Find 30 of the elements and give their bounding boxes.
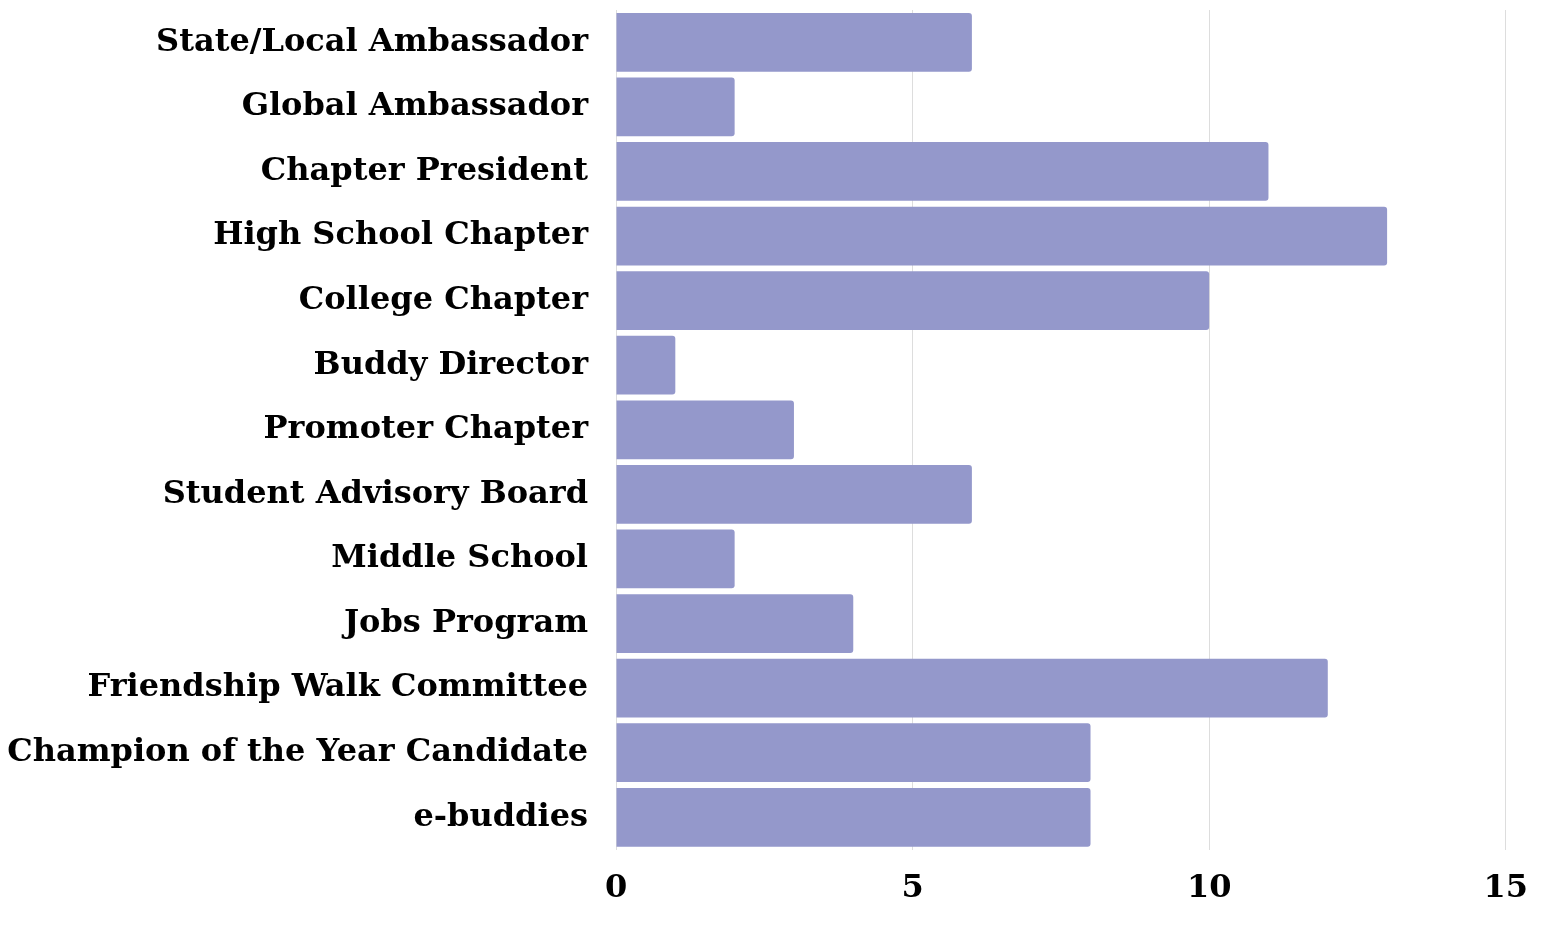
bar <box>616 77 735 137</box>
bar <box>616 12 972 72</box>
y-tick-label: e-buddies <box>413 795 588 834</box>
y-tick-label: Jobs Program <box>340 601 589 640</box>
x-tick-label: 10 <box>1186 867 1232 906</box>
bar <box>616 658 1328 718</box>
y-tick-label: Global Ambassador <box>241 85 590 124</box>
bar <box>616 206 1388 266</box>
bar <box>616 723 1091 783</box>
bar <box>616 271 1210 331</box>
bar <box>616 594 854 653</box>
bar <box>616 787 1091 847</box>
bar <box>616 335 676 395</box>
bar <box>616 400 794 460</box>
x-tick-label: 0 <box>604 867 628 906</box>
x-tick-label: 15 <box>1483 867 1528 906</box>
y-tick-label: Buddy Director <box>313 343 590 382</box>
y-tick-label: Chapter President <box>260 149 589 188</box>
bar <box>616 529 735 589</box>
y-tick-label: Friendship Walk Committee <box>87 666 588 705</box>
y-tick-label: College Chapter <box>298 278 590 317</box>
bar <box>616 465 972 524</box>
y-tick-label: High School Chapter <box>213 214 590 253</box>
y-tick-label: Champion of the Year Candidate <box>7 731 588 770</box>
y-tick-label: Student Advisory Board <box>162 472 588 511</box>
bar <box>616 142 1269 201</box>
y-tick-label: Promoter Chapter <box>263 408 590 447</box>
y-tick-label: Middle School <box>331 537 588 576</box>
y-tick-label: State/Local Ambassador <box>156 20 590 59</box>
x-tick-label: 5 <box>901 867 924 906</box>
